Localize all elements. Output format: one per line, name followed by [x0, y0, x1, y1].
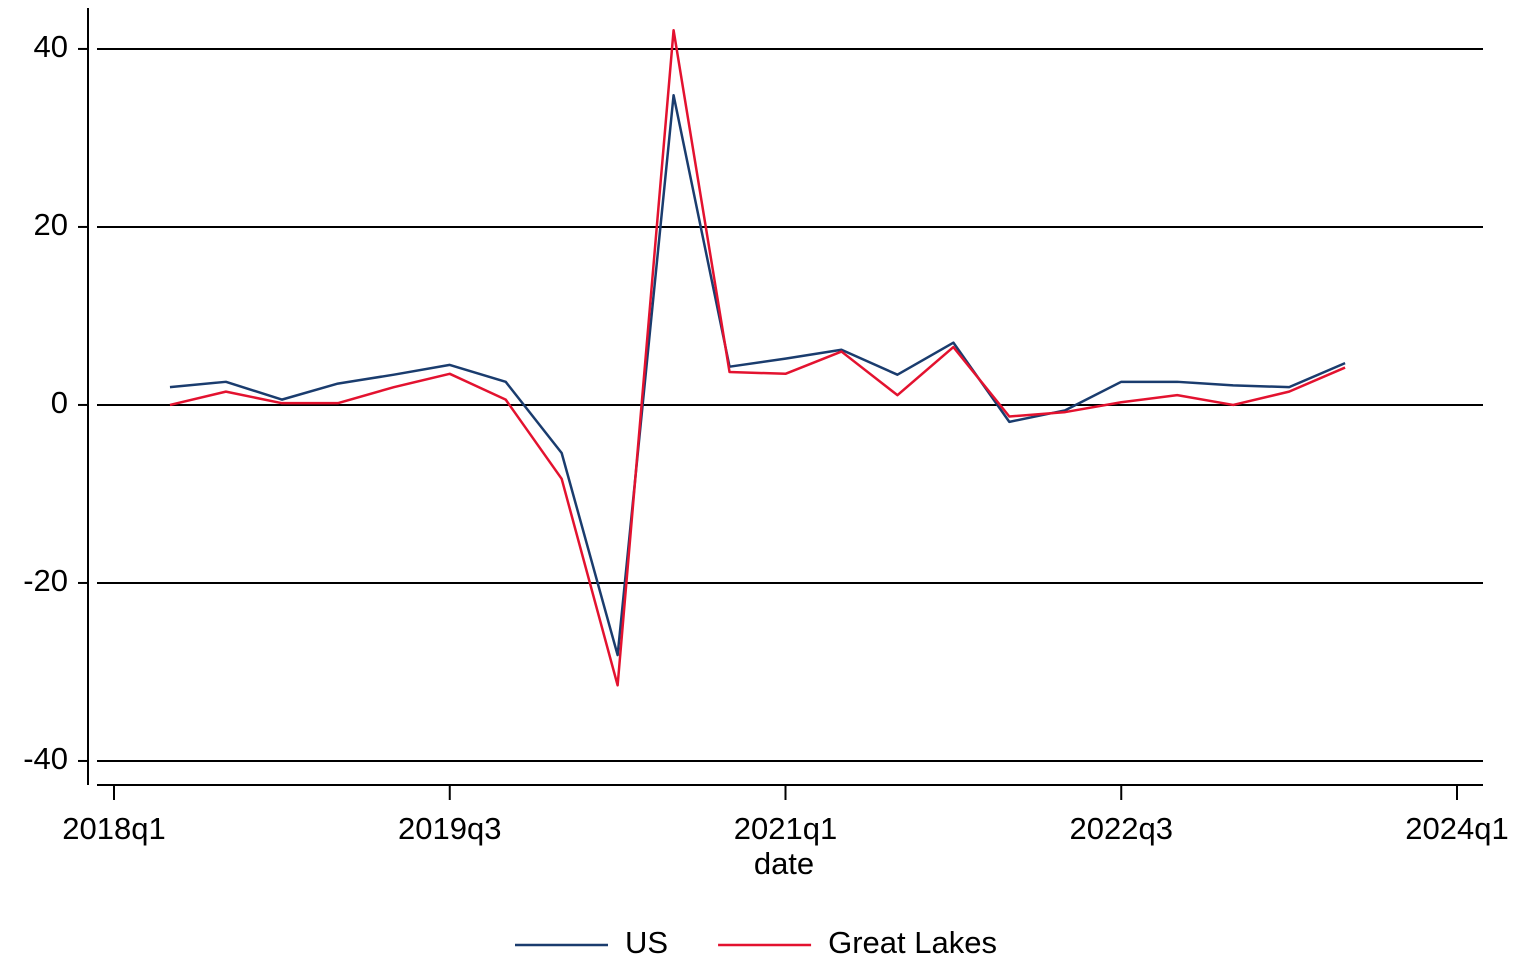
line-series	[169, 93, 1346, 657]
y-tick-label: 0	[51, 385, 68, 420]
y-tick-label: -20	[23, 563, 68, 598]
x-tick-label: 2018q1	[62, 811, 165, 846]
legend-label: US	[625, 925, 668, 960]
x-tick-label: 2024q1	[1405, 811, 1508, 846]
y-tick-label: -40	[23, 741, 68, 776]
x-tick-label: 2019q3	[398, 811, 501, 846]
line-series	[169, 29, 1346, 687]
x-axis-label: date	[754, 846, 814, 881]
y-tick-label: 40	[34, 29, 68, 64]
legend-label: Great Lakes	[828, 925, 997, 960]
x-tick-label: 2021q1	[734, 811, 837, 846]
x-tick-label: 2022q3	[1070, 811, 1173, 846]
y-tick-label: 20	[34, 207, 68, 242]
